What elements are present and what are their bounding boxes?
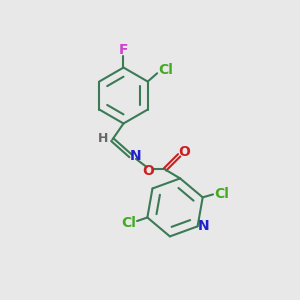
Text: Cl: Cl xyxy=(158,63,173,77)
Text: N: N xyxy=(130,149,141,164)
Text: O: O xyxy=(142,164,154,178)
Text: O: O xyxy=(178,146,190,159)
Text: Cl: Cl xyxy=(121,216,136,230)
Text: H: H xyxy=(98,132,108,145)
Text: F: F xyxy=(119,44,128,58)
Text: Cl: Cl xyxy=(214,187,229,200)
Text: N: N xyxy=(198,219,210,233)
